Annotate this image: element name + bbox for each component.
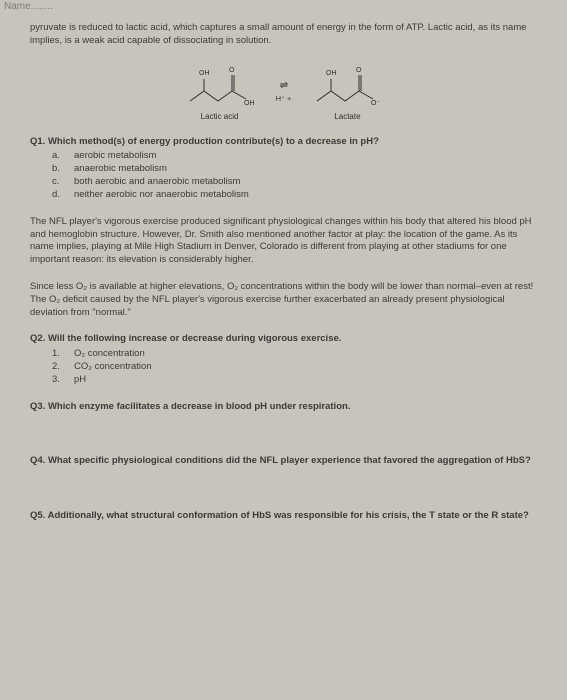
q2-item-3: 3.pH: [52, 374, 537, 387]
lactic-acid-structure: OH O OH Lactic acid: [184, 61, 256, 123]
lactate-structure: OH O O⁻ Lactate: [311, 61, 383, 123]
q3-prompt: Q3. Which enzyme facilitates a decrease …: [30, 401, 537, 414]
lactic-acid-caption: Lactic acid: [201, 112, 239, 123]
q1-options: a.aerobic metabolism b.anaerobic metabol…: [52, 150, 537, 201]
q2-items: 1.O₂ concentration 2.CO₂ concentration 3…: [52, 348, 537, 386]
chemical-equation: OH O OH Lactic acid ⇌ H⁺ + OH O O⁻: [30, 62, 537, 122]
q1-prompt: Q1. Which method(s) of energy production…: [30, 136, 537, 149]
intro-paragraph: pyruvate is reduced to lactic acid, whic…: [30, 22, 537, 48]
oh-label: OH: [244, 100, 255, 107]
q1-option-a: a.aerobic metabolism: [52, 150, 537, 163]
name-field-label: Name........: [0, 0, 53, 14]
q4-prompt: Q4. What specific physiological conditio…: [30, 455, 537, 468]
svg-text:O⁻: O⁻: [371, 100, 380, 107]
q1-option-b: b.anaerobic metabolism: [52, 163, 537, 176]
q1-option-d: d.neither aerobic nor anaerobic metaboli…: [52, 189, 537, 202]
q2-prompt: Q2. Will the following increase or decre…: [30, 333, 537, 346]
lactate-caption: Lactate: [334, 112, 360, 123]
q5-prompt: Q5. Additionally, what structural confor…: [30, 510, 537, 523]
q2-item-1: 1.O₂ concentration: [52, 348, 537, 361]
q1-option-c: c.both aerobic and anaerobic metabolism: [52, 176, 537, 189]
worksheet-page: Name........ pyruvate is reduced to lact…: [0, 0, 567, 700]
context-paragraph-2: Since less O₂ is available at higher ele…: [30, 281, 537, 319]
svg-text:OH: OH: [326, 70, 337, 77]
q2-item-2: 2.CO₂ concentration: [52, 361, 537, 374]
context-paragraph-1: The NFL player's vigorous exercise produ…: [30, 216, 537, 267]
oh-label: OH: [199, 70, 210, 77]
o-label: O: [229, 67, 235, 74]
svg-text:O: O: [356, 67, 362, 74]
equilibrium-arrow: ⇌ H⁺ +: [276, 79, 292, 105]
